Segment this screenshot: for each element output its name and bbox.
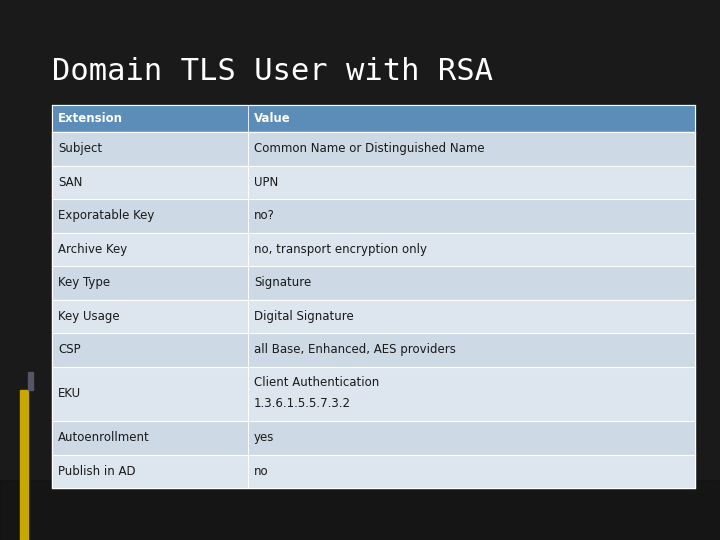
Bar — [52, 199, 695, 233]
Text: Key Usage: Key Usage — [58, 310, 120, 323]
Text: Autoenrollment: Autoenrollment — [58, 431, 150, 444]
Text: yes: yes — [254, 431, 274, 444]
Bar — [52, 333, 695, 367]
Text: Extension: Extension — [58, 112, 123, 125]
Text: UPN: UPN — [254, 176, 279, 189]
Bar — [20, 390, 28, 540]
Text: no?: no? — [254, 210, 275, 222]
Text: SAN: SAN — [58, 176, 82, 189]
Bar — [52, 266, 695, 300]
Bar — [28, 372, 33, 390]
Text: Archive Key: Archive Key — [58, 243, 127, 256]
Text: Domain TLS User with RSA: Domain TLS User with RSA — [52, 57, 493, 86]
Bar — [52, 300, 695, 333]
Text: 1.3.6.1.5.5.7.3.2: 1.3.6.1.5.5.7.3.2 — [254, 397, 351, 410]
Text: EKU: EKU — [58, 387, 81, 400]
Text: all Base, Enhanced, AES providers: all Base, Enhanced, AES providers — [254, 343, 456, 356]
Text: no, transport encryption only: no, transport encryption only — [254, 243, 427, 256]
Bar — [52, 455, 695, 488]
Bar — [52, 233, 695, 266]
Text: Digital Signature: Digital Signature — [254, 310, 354, 323]
Text: Signature: Signature — [254, 276, 311, 289]
Text: Key Type: Key Type — [58, 276, 110, 289]
Text: CSP: CSP — [58, 343, 81, 356]
Bar — [52, 166, 695, 199]
Text: Publish in AD: Publish in AD — [58, 465, 135, 478]
Text: Exporatable Key: Exporatable Key — [58, 210, 154, 222]
Text: Client Authentication: Client Authentication — [254, 376, 379, 389]
Text: no: no — [254, 465, 269, 478]
Bar — [52, 421, 695, 455]
Bar — [0, 480, 720, 540]
Text: Value: Value — [254, 112, 291, 125]
Bar — [52, 367, 695, 421]
Bar — [52, 132, 695, 166]
Bar — [52, 105, 695, 132]
Text: Subject: Subject — [58, 143, 102, 156]
Text: Common Name or Distinguished Name: Common Name or Distinguished Name — [254, 143, 485, 156]
